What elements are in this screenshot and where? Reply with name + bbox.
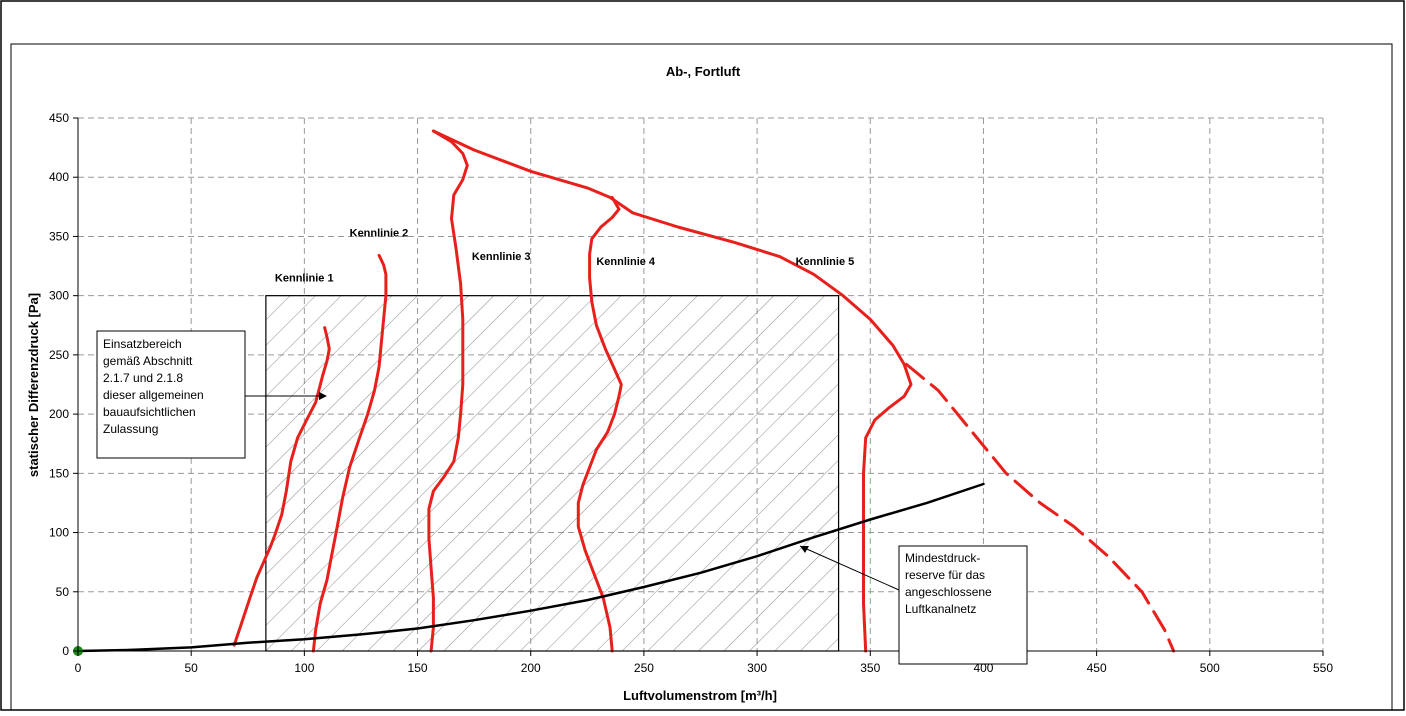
mindest-arrowhead <box>800 546 809 553</box>
x-tick-label: 300 <box>747 661 767 675</box>
y-tick-label: 250 <box>49 348 69 362</box>
mindest-arrow <box>799 545 900 591</box>
callout-line: Mindestdruck- <box>905 551 980 565</box>
x-tick-label: 50 <box>185 661 199 675</box>
mindest-callout-text: Mindestdruck-reserve für das angeschlosse… <box>905 551 992 616</box>
x-tick-label: 500 <box>1200 661 1220 675</box>
chart-title: Ab-, Fortluft <box>666 64 741 79</box>
series-line <box>76 482 985 653</box>
curve-label: Kennlinie 3 <box>472 251 531 263</box>
callout-line: angeschlossene <box>905 585 992 599</box>
chart-area-border <box>10 43 1393 711</box>
x-tick-label: 350 <box>860 661 880 675</box>
y-tick-label: 400 <box>49 170 69 184</box>
y-tick-label: 350 <box>49 229 69 243</box>
callout-line: dieser allgemeinen <box>103 388 204 402</box>
einsatz-callout-text: Einsatzbereich gemäß Abschnitt 2.1.7 und 2… <box>103 337 204 436</box>
y-tick-label: 100 <box>49 526 69 540</box>
callout-line: bauaufsichtlichen <box>103 405 196 419</box>
curve-label: Kennlinie 4 <box>596 256 656 268</box>
y-tick-label: 150 <box>49 466 69 480</box>
x-tick-label: 450 <box>1087 661 1107 675</box>
y-axis-title: statischer Differenzdruck [Pa] <box>26 293 41 477</box>
callout-line: 2.1.7 und 2.1.8 <box>103 371 183 385</box>
axis-layer: 0 50 100 150 200 250 300 350 400 450 500 550 0 50 100 1… <box>49 111 1333 675</box>
callout-line: Zulassung <box>103 422 158 436</box>
callout-line: Einsatzbereich <box>103 337 182 351</box>
series-line <box>427 129 469 653</box>
y-tick-label: 300 <box>49 289 69 303</box>
curve-label: Kennlinie 5 <box>796 256 855 268</box>
y-tick-label: 200 <box>49 407 69 421</box>
x-tick-label: 0 <box>75 661 82 675</box>
x-tick-label: 100 <box>294 661 314 675</box>
series-line <box>232 326 331 647</box>
label-layer: Kennlinie 1 Kennlinie 2 Kennlinie 3 Kennlin… <box>275 227 854 284</box>
einsatz-callout-box <box>96 330 246 459</box>
callout-line: Luftkanalnetz <box>905 602 976 616</box>
x-axis-title: Luftvolumenstrom [m³/h] <box>623 688 777 703</box>
mindest-callout-box <box>898 545 1028 665</box>
y-tick-label: 450 <box>49 111 69 125</box>
x-tick-label: 550 <box>1313 661 1333 675</box>
series-line <box>905 362 1176 653</box>
callout-line: reserve für das <box>905 568 985 582</box>
curve-label: Kennlinie 2 <box>350 227 409 239</box>
series-line <box>576 195 623 653</box>
callout-line: gemäß Abschnitt <box>103 354 193 368</box>
x-tick-label: 200 <box>521 661 541 675</box>
y-tick-label: 0 <box>62 644 69 658</box>
series-line <box>431 129 913 653</box>
series-layer <box>73 129 1176 656</box>
einsatz-arrowhead <box>319 392 327 400</box>
series-line <box>311 253 388 653</box>
y-tick-label: 50 <box>56 585 70 599</box>
x-tick-label: 150 <box>408 661 428 675</box>
x-tick-label: 250 <box>634 661 654 675</box>
curve-label: Kennlinie 1 <box>275 272 334 284</box>
operating-region <box>265 295 840 652</box>
